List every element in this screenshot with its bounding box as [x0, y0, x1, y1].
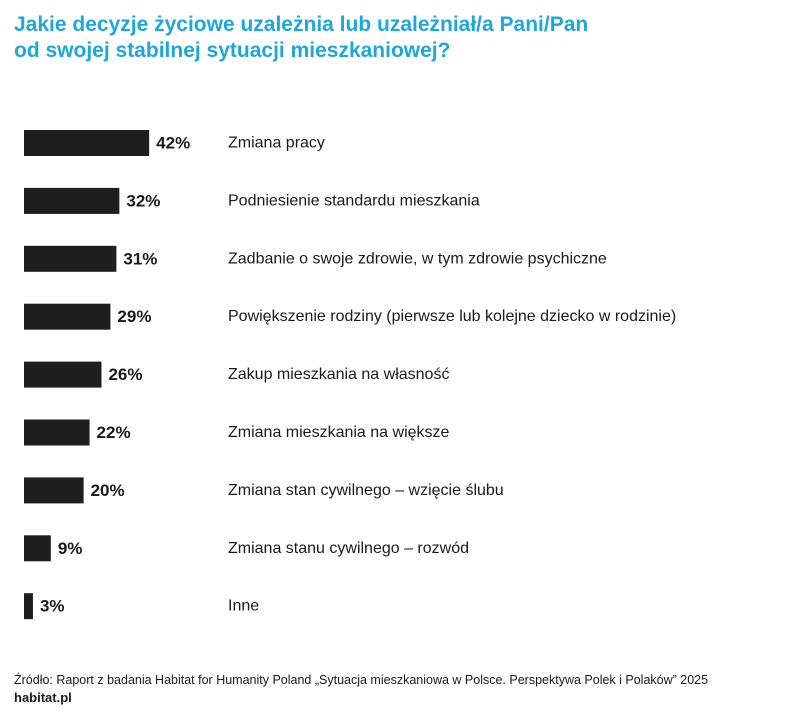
bar — [24, 477, 84, 504]
chart-title: Jakie decyzje życiowe uzależnia lub uzal… — [14, 12, 794, 64]
value-label: 9% — [58, 539, 83, 558]
bar — [24, 187, 120, 214]
value-label: 31% — [123, 249, 157, 268]
value-label: 42% — [156, 134, 190, 153]
category-label: Powiększenie rodziny (pierwsze lub kolej… — [228, 308, 676, 325]
category-label: Inne — [228, 598, 259, 615]
category-label: Zmiana stan cywilnego – wzięcie ślubu — [228, 482, 504, 499]
bar — [24, 419, 90, 446]
bar — [24, 130, 150, 156]
source-note: Źródło: Raport z badania Habitat for Hum… — [14, 673, 709, 687]
bar — [24, 245, 117, 272]
category-label: Zmiana stanu cywilnego – rozwód — [228, 540, 469, 557]
chart-title-line-2: od swojej stabilnej sytuacji mieszkaniow… — [14, 39, 451, 62]
category-label: Zakup mieszkania na własność — [228, 366, 449, 383]
category-label: Zadbanie o swoje zdrowie, w tym zdrowie … — [228, 250, 607, 267]
footer: Źródło: Raport z badania Habitat for Hum… — [14, 672, 794, 706]
chart-title-line-1: Jakie decyzje życiowe uzależnia lub uzal… — [14, 13, 589, 36]
bar — [24, 535, 51, 562]
category-label: Podniesienie standardu mieszkania — [228, 192, 480, 209]
category-label: Zmiana pracy — [228, 135, 325, 152]
value-label: 3% — [40, 597, 65, 616]
bar — [24, 303, 111, 330]
value-label: 26% — [108, 365, 142, 384]
bar — [24, 593, 33, 620]
value-label: 20% — [91, 481, 125, 500]
bar — [24, 361, 102, 388]
value-label: 29% — [117, 307, 151, 326]
brand-link[interactable]: habitat.pl — [14, 690, 72, 705]
category-label: Zmiana mieszkania na większe — [228, 424, 450, 441]
value-label: 22% — [97, 423, 131, 442]
value-label: 32% — [126, 191, 160, 210]
